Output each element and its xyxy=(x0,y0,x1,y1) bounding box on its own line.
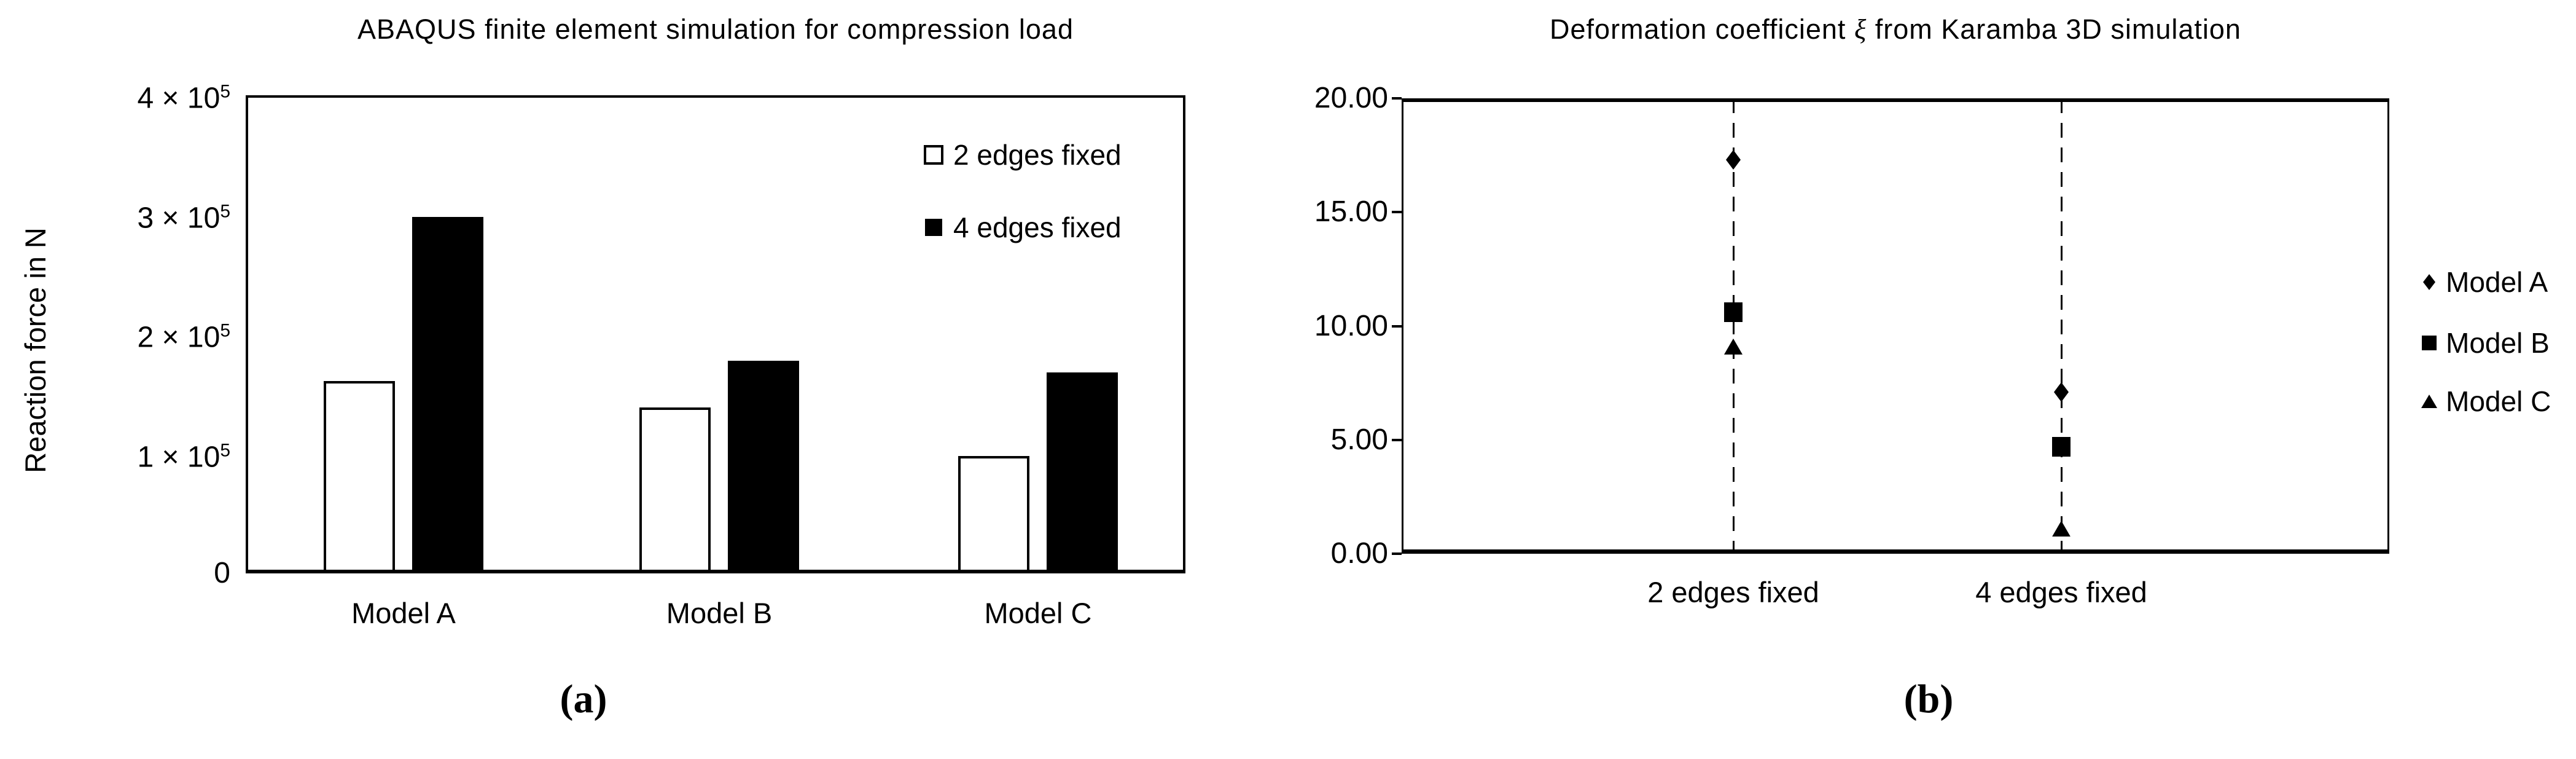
caption-a: (a) xyxy=(560,677,607,722)
chart-b-category-label: 2 edges fixed xyxy=(1647,576,1819,608)
chart-b-title-pre: Deformation coefficient xyxy=(1550,14,1854,45)
chart-b-legend-label: Model B xyxy=(2446,327,2550,359)
panel-a-bar-chart: ABAQUS finite element simulation for com… xyxy=(19,14,1185,722)
chart-b-ytick-mark xyxy=(1392,324,1402,328)
chart-b-ytick-label: 10.00 xyxy=(1314,309,1388,342)
chart-a-title: ABAQUS finite element simulation for com… xyxy=(357,14,1074,45)
bar-4-edges-fixed-Model-A xyxy=(412,217,483,572)
square-marker-Model-B xyxy=(2052,436,2071,457)
legend-triangle-icon xyxy=(2421,395,2437,408)
chart-b-ytick-mark xyxy=(1392,211,1402,214)
chart-a-ytick-label: 1 × 105 xyxy=(137,440,230,473)
legend-diamond-icon xyxy=(2423,274,2435,290)
dashed-guide-line xyxy=(1733,98,1735,554)
chart-b-ytick-label: 15.00 xyxy=(1314,195,1388,229)
legend-marker-filled-square-icon xyxy=(925,219,942,236)
square-marker-Model-B xyxy=(1724,302,1743,323)
chart-b-legend-label: Model A xyxy=(2446,266,2548,298)
chart-b-plot-frame xyxy=(1402,98,2389,554)
chart-b-ytick-mark xyxy=(1392,97,1402,100)
chart-a-category-label: Model A xyxy=(351,597,456,629)
bar-2-edges-fixed-Model-C xyxy=(958,456,1029,572)
chart-b-legend-label: Model C xyxy=(2446,385,2551,417)
chart-a-ytick-label: 0 xyxy=(214,557,230,589)
chart-a-legend-label: 4 edges fixed xyxy=(953,211,1122,243)
bar-2-edges-fixed-Model-B xyxy=(639,407,711,572)
dashed-guide-line xyxy=(2061,98,2063,554)
chart-a-ytick-label: 4 × 105 xyxy=(137,81,230,115)
bar-4-edges-fixed-Model-C xyxy=(1047,372,1118,572)
chart-b-ytick-label: 0.00 xyxy=(1330,537,1388,570)
bar-2-edges-fixed-Model-A xyxy=(324,381,395,572)
chart-a-ytick-label: 3 × 105 xyxy=(137,201,230,234)
chart-b-ytick-mark xyxy=(1392,553,1402,555)
legend-square-icon xyxy=(2422,336,2437,350)
caption-b: (b) xyxy=(1903,677,1954,722)
chart-a-category-label: Model B xyxy=(666,597,773,629)
chart-b-title-post: from Karamba 3D simulation xyxy=(1867,14,2241,45)
chart-a-category-label: Model C xyxy=(984,597,1092,629)
legend-marker-open-square-icon xyxy=(924,145,943,165)
chart-b-ytick-label: 20.00 xyxy=(1314,82,1388,114)
chart-a-legend-label: 2 edges fixed xyxy=(953,139,1122,171)
chart-b-ytick-label: 5.00 xyxy=(1330,423,1388,456)
chart-a-ytick-label: 2 × 105 xyxy=(137,320,230,354)
xi-symbol: ξ xyxy=(1854,14,1867,45)
bar-4-edges-fixed-Model-B xyxy=(728,361,799,572)
chart-b-title: Deformation coefficient ξ from Karamba 3… xyxy=(1402,14,2389,45)
chart-b-ytick-mark xyxy=(1392,438,1402,441)
chart-b-category-label: 4 edges fixed xyxy=(1975,576,2147,608)
panel-b-scatter-chart: Deformation coefficient ξ from Karamba 3… xyxy=(1290,0,2576,759)
